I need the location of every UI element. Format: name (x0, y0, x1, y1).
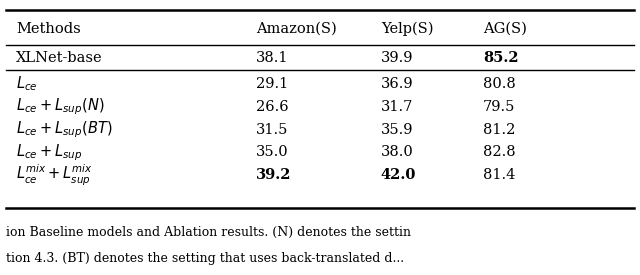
Text: 36.9: 36.9 (381, 77, 413, 91)
Text: 29.1: 29.1 (256, 77, 288, 91)
Text: 80.8: 80.8 (483, 77, 516, 91)
Text: $L_{ce} + L_{sup}$: $L_{ce} + L_{sup}$ (16, 142, 83, 163)
Text: 39.9: 39.9 (381, 51, 413, 65)
Text: 31.7: 31.7 (381, 100, 413, 114)
Text: XLNet-base: XLNet-base (16, 51, 102, 65)
Text: 79.5: 79.5 (483, 100, 516, 114)
Text: $L_{ce}$: $L_{ce}$ (16, 75, 38, 93)
Text: 85.2: 85.2 (483, 51, 519, 65)
Text: 81.2: 81.2 (483, 123, 516, 136)
Text: 38.1: 38.1 (256, 51, 289, 65)
Text: 35.9: 35.9 (381, 123, 413, 136)
Text: 82.8: 82.8 (483, 145, 516, 159)
Text: 81.4: 81.4 (483, 168, 516, 182)
Text: Yelp(S): Yelp(S) (381, 22, 433, 36)
Text: Amazon(S): Amazon(S) (256, 22, 337, 36)
Text: 26.6: 26.6 (256, 100, 289, 114)
Text: 39.2: 39.2 (256, 168, 291, 182)
Text: $L_{ce} + L_{sup}(BT)$: $L_{ce} + L_{sup}(BT)$ (16, 119, 113, 140)
Text: 31.5: 31.5 (256, 123, 289, 136)
Text: ion Baseline models and Ablation results. (N) denotes the settin: ion Baseline models and Ablation results… (6, 226, 412, 239)
Text: 38.0: 38.0 (381, 145, 413, 159)
Text: 35.0: 35.0 (256, 145, 289, 159)
Text: $L_{ce} + L_{sup}(N)$: $L_{ce} + L_{sup}(N)$ (16, 97, 104, 117)
Text: 42.0: 42.0 (381, 168, 416, 182)
Text: tion 4.3. (BT) denotes the setting that uses back-translated d...: tion 4.3. (BT) denotes the setting that … (6, 252, 404, 265)
Text: AG(S): AG(S) (483, 22, 527, 36)
Text: Methods: Methods (16, 22, 81, 36)
Text: $L_{ce}^{mix} + L_{sup}^{mix}$: $L_{ce}^{mix} + L_{sup}^{mix}$ (16, 163, 93, 188)
